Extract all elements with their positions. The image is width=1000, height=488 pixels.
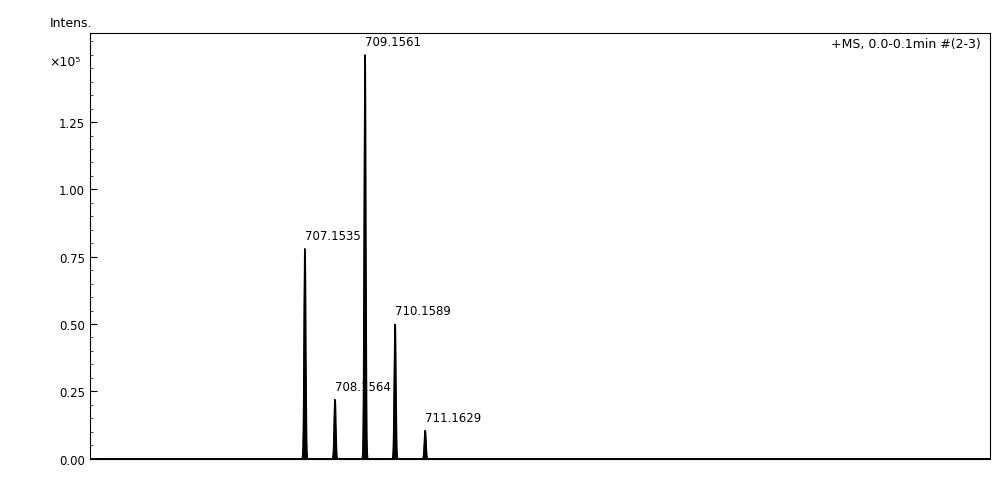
- Text: 708.1564: 708.1564: [335, 380, 391, 393]
- Text: 707.1535: 707.1535: [305, 229, 360, 243]
- Text: 710.1589: 710.1589: [395, 305, 451, 318]
- Text: +MS, 0.0-0.1min #(2-3): +MS, 0.0-0.1min #(2-3): [831, 39, 981, 51]
- Text: Intens.: Intens.: [50, 17, 92, 30]
- Text: ×10⁵: ×10⁵: [50, 55, 81, 68]
- Text: 711.1629: 711.1629: [425, 411, 481, 424]
- Text: 709.1561: 709.1561: [365, 36, 421, 49]
